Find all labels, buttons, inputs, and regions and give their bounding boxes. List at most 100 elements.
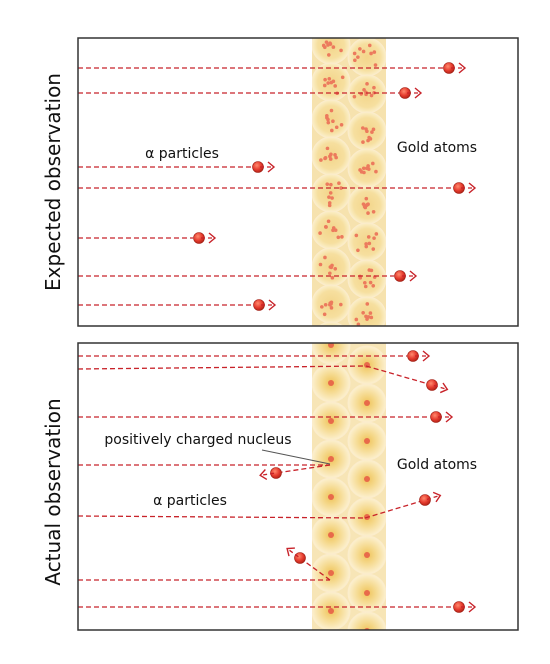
gold-atom	[347, 296, 386, 326]
gold-atom	[347, 611, 386, 630]
charge-dot	[318, 262, 323, 267]
charge-dot	[363, 284, 368, 289]
gold-atom	[312, 401, 351, 441]
actual-observation-panel: Actual observation positively charged nu…	[41, 342, 519, 664]
charge-dot	[329, 306, 334, 310]
nucleus-dot	[364, 476, 370, 482]
charge-dot	[334, 125, 339, 130]
charge-dot	[372, 50, 377, 54]
charge-dot	[369, 315, 374, 320]
charge-dot	[340, 75, 345, 80]
expected-observation-panel: Expected observation α particles Gold at…	[41, 37, 519, 327]
charge-dot	[358, 47, 362, 51]
nucleus-dot	[328, 343, 334, 348]
nucleus-dot	[328, 380, 334, 386]
charge-dot	[354, 233, 359, 238]
gold-atom	[312, 38, 351, 65]
charge-dot	[330, 275, 335, 280]
charge-dot	[333, 153, 337, 157]
gold-atom	[312, 284, 351, 324]
arrow-head	[259, 469, 268, 481]
charge-dot	[366, 211, 370, 215]
gold-atom	[312, 173, 351, 213]
charge-dot	[369, 93, 374, 98]
charge-dot	[371, 127, 376, 132]
nucleus-dot	[328, 570, 334, 576]
atom-body	[318, 321, 344, 326]
panel-frame-top	[77, 37, 519, 327]
particle-paths-top	[78, 62, 477, 311]
charge-dot	[373, 63, 378, 67]
nucleus-label: positively charged nucleus	[104, 432, 291, 448]
charge-dot	[364, 314, 368, 319]
gold-atom	[347, 222, 386, 262]
charge-dot	[372, 236, 376, 240]
charge-dot	[328, 41, 332, 45]
charge-dot	[320, 305, 324, 309]
nucleus-dot	[364, 628, 370, 630]
gold-atom	[326, 629, 336, 630]
nucleus-dot	[364, 552, 370, 558]
charge-dot	[366, 235, 371, 239]
atom-body	[347, 611, 386, 630]
charge-dot	[325, 182, 330, 186]
arrow-head	[432, 491, 442, 503]
nucleus-dot	[364, 400, 370, 406]
gold-atom	[347, 421, 386, 461]
charge-dot	[365, 302, 370, 306]
alpha-particle	[426, 379, 438, 391]
arrow-head	[468, 182, 477, 194]
charge-dot	[352, 51, 357, 56]
charge-dot	[368, 311, 373, 315]
gold-atom	[347, 459, 386, 499]
gold-atom	[312, 363, 351, 403]
charge-dot	[328, 157, 333, 161]
gold-atom	[312, 343, 351, 365]
charge-dot	[319, 158, 323, 162]
panel-frame-bottom	[77, 342, 519, 631]
charge-dot	[356, 322, 361, 326]
charge-dot	[353, 58, 357, 63]
atom-body	[348, 650, 386, 664]
charge-dot	[324, 40, 329, 44]
arrow-head	[208, 232, 217, 244]
charge-dot	[352, 94, 357, 99]
charge-dot	[318, 231, 322, 235]
charge-dot	[340, 235, 344, 239]
gold-atom	[347, 111, 386, 151]
arrow-head	[458, 62, 467, 74]
gold-atom	[347, 535, 386, 575]
arrow-shaft	[433, 384, 448, 391]
charge-dot	[328, 265, 333, 269]
arrow-head	[468, 601, 477, 613]
alpha-particle	[270, 467, 282, 479]
charge-dot	[326, 117, 330, 122]
charge-dot	[329, 152, 333, 157]
particle-path	[365, 365, 433, 386]
nucleus-dot	[364, 438, 370, 444]
nucleus-dot	[364, 590, 370, 596]
charge-dot	[326, 219, 331, 224]
charge-dot	[323, 302, 328, 307]
charge-dot	[336, 235, 341, 240]
charge-dot	[361, 49, 366, 54]
alpha-particle	[419, 494, 431, 506]
charge-dot	[325, 146, 330, 151]
charge-dot	[371, 247, 376, 251]
charge-dot	[322, 312, 327, 317]
charge-dot	[326, 120, 331, 125]
arrow-head	[445, 411, 454, 423]
charge-dot	[330, 128, 334, 133]
charge-dot	[327, 53, 331, 57]
particle-path	[77, 365, 367, 370]
particle-path	[299, 557, 331, 581]
nucleus-dot	[328, 532, 334, 538]
charge-dot	[328, 191, 333, 195]
charge-dot	[369, 51, 373, 56]
charge-dot	[339, 48, 343, 53]
gold-atom	[312, 591, 351, 630]
gold-atoms-label-top: Gold atoms	[397, 140, 477, 156]
gold-atom	[347, 74, 386, 114]
charge-dot	[329, 182, 333, 187]
